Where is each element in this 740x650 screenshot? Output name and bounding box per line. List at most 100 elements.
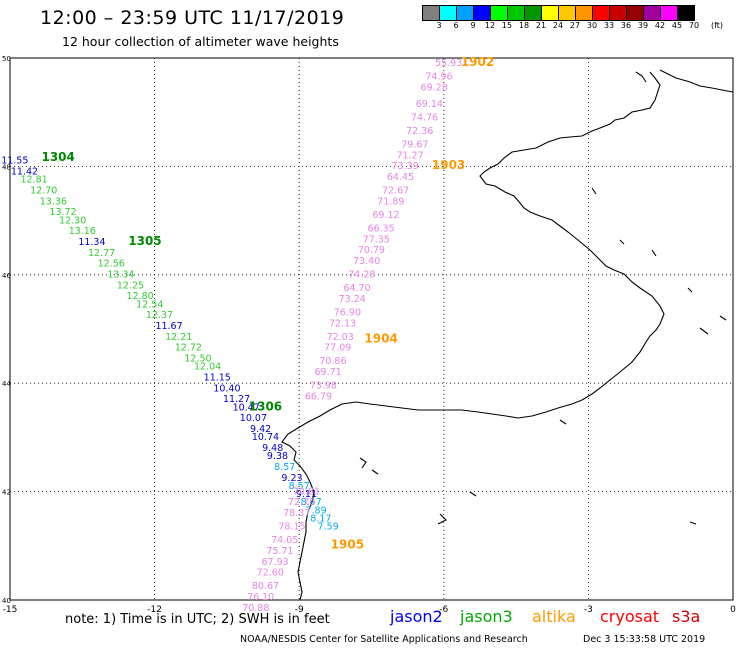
- wave-height-value: 10.40: [213, 383, 240, 394]
- footer-note: note: 1) Time is in UTC; 2) SWH is in fe…: [65, 612, 330, 627]
- colorbar-label: 3: [436, 21, 442, 30]
- colorbar-swatch: [627, 6, 644, 20]
- y-tick-label: 42: [2, 489, 11, 497]
- chart-title: 12:00 – 23:59 UTC 11/17/2019: [40, 7, 345, 29]
- wave-height-value: 70.81: [293, 486, 320, 497]
- colorbar-swatch: [423, 6, 440, 20]
- legend-jason3: jason3: [460, 607, 513, 626]
- wave-height-value: 75.71: [266, 546, 293, 557]
- legend-cryosat: cryosat: [600, 607, 660, 626]
- colorbar-swatch: [593, 6, 610, 20]
- colorbar-swatch: [610, 6, 627, 20]
- colorbar-swatch: [576, 6, 593, 20]
- colorbar-label: 70: [688, 21, 700, 30]
- wave-height-value: 74.96: [425, 72, 452, 83]
- x-tick-label: -12: [147, 605, 162, 615]
- legend-s3a: s3a: [672, 607, 701, 626]
- y-tick-label: 40: [2, 597, 11, 605]
- legend-jason2: jason2: [390, 607, 443, 626]
- colorbar-label: 36: [620, 21, 632, 30]
- wave-height-value: 72.03: [327, 332, 354, 343]
- wave-height-value: 12.37: [146, 310, 173, 321]
- track-time-labels: 1902 1903 1904 1304 1305 1306 1905: [41, 55, 494, 551]
- x-tick-label: -9: [295, 605, 304, 615]
- x-tick-label: -3: [584, 605, 593, 615]
- wave-height-value: 72.13: [329, 318, 356, 329]
- coastline: [281, 69, 734, 601]
- wave-height-value: 69.12: [372, 210, 399, 221]
- wave-height-value: 10.74: [252, 432, 279, 443]
- wave-height-value: 78.15: [278, 522, 305, 533]
- wave-height-value: 69.14: [416, 99, 443, 110]
- wave-height-value: 12.04: [194, 362, 221, 373]
- y-tick-label: 50: [2, 55, 11, 63]
- wave-height-value: 12.70: [30, 186, 57, 197]
- wave-height-value: 8.57: [274, 462, 295, 473]
- wave-height-value: 74.76: [411, 112, 438, 123]
- colorbar-label: 33: [603, 21, 615, 30]
- colorbar-label: 24: [552, 21, 564, 30]
- track-time-label: 1306: [249, 399, 282, 413]
- colorbar-unit: (ft): [710, 21, 724, 30]
- wave-height-value: 77.09: [324, 343, 351, 354]
- wave-height-value: 76.90: [334, 307, 361, 318]
- colorbar-swatch: [457, 6, 474, 20]
- wave-height-value: 8.57: [289, 481, 310, 492]
- colorbar-label: 30: [586, 21, 598, 30]
- wave-height-value: 12.81: [20, 175, 47, 186]
- footer-credit: NOAA/NESDIS Center for Satellite Applica…: [240, 634, 528, 645]
- wave-height-value: 11.42: [11, 167, 38, 178]
- wave-height-value: 70.79: [358, 245, 385, 256]
- colorbar-swatch: [491, 6, 508, 20]
- wave-height-value: 64.70: [343, 283, 370, 294]
- wave-height-value: 79.67: [401, 139, 428, 150]
- colorbar-label: 15: [501, 21, 513, 30]
- wave-height-value: 72.36: [406, 126, 433, 137]
- wave-height-value: 12.77: [88, 248, 115, 259]
- y-tick-label: 44: [2, 380, 11, 388]
- wave-height-value: 8.47: [301, 497, 322, 508]
- wave-height-value: 71.89: [377, 196, 404, 207]
- track-time-label: 1903: [432, 158, 465, 172]
- wave-height-value: 12.54: [136, 299, 163, 310]
- colorbar-label: 9: [470, 21, 476, 30]
- wave-height-value: 9.23: [281, 473, 302, 484]
- wave-height-value: 12.21: [165, 332, 192, 343]
- wave-height-value: 78.37: [283, 508, 310, 519]
- wave-height-value: 70.88: [242, 603, 269, 614]
- wave-height-value: 73.24: [339, 294, 366, 305]
- wave-height-value: 12.25: [117, 280, 144, 291]
- colorbar-label: 45: [671, 21, 683, 30]
- wave-height-value: 11.15: [204, 372, 231, 383]
- wave-height-value: 73.40: [353, 256, 380, 267]
- legend-altika: altika: [532, 607, 576, 626]
- colorbar-label: 6: [453, 21, 459, 30]
- wave-height-value: 13.16: [69, 226, 96, 237]
- wave-height-value: 11.34: [78, 237, 105, 248]
- wave-height-value: 72.70: [288, 497, 315, 508]
- track-time-label: 1304: [41, 150, 74, 164]
- wave-height-value: 66.35: [368, 223, 395, 234]
- colorbar-swatch: [508, 6, 525, 20]
- wave-height-value: 9.48: [262, 443, 283, 454]
- colorbar-labels: 3 6 9 12 15 18 21 24 27 30 33 36 39 42 45 70 (ft): [422, 21, 740, 33]
- wave-height-value: 7.59: [318, 522, 339, 533]
- wave-height-value: 12.56: [98, 259, 125, 270]
- wave-height-value: 13.72: [49, 207, 76, 218]
- wave-height-value: 11.55: [1, 156, 28, 167]
- wave-height-value: 73.98: [310, 381, 337, 392]
- wave-height-value: 11.27: [223, 394, 250, 405]
- wave-height-value: 76.10: [247, 592, 274, 603]
- wave-height-value: 12.72: [175, 343, 202, 354]
- track-time-label: 1902: [461, 55, 494, 69]
- wave-height-value: 9.42: [250, 424, 271, 435]
- wave-height-value: 74.05: [271, 535, 298, 546]
- chart-subtitle: 12 hour collection of altimeter wave hei…: [62, 34, 339, 49]
- colorbar-label: 39: [637, 21, 649, 30]
- wave-height-value: 9.11: [296, 489, 317, 500]
- wave-height-value: 67.93: [261, 557, 288, 568]
- colorbar-swatch: [474, 6, 491, 20]
- wave-height-value: 10.47: [233, 402, 260, 413]
- colorbar-swatch: [678, 6, 694, 20]
